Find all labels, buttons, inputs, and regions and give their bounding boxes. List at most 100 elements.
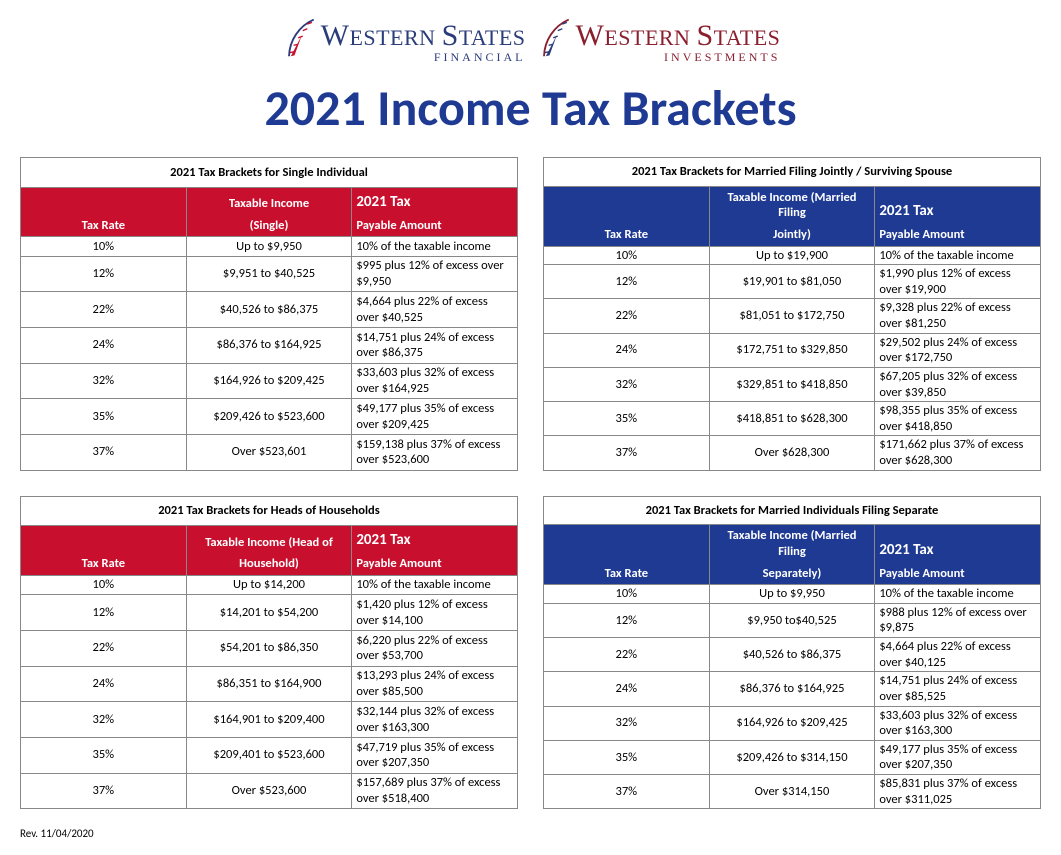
cell-tax: $14,751 plus 24% of excess over $86,375 <box>352 327 518 363</box>
cell-income: Over $523,601 <box>186 434 352 470</box>
table-row: 32% $164,926 to $209,425 $33,603 plus 32… <box>21 363 518 399</box>
cell-income: $14,201 to $54,200 <box>186 595 352 631</box>
table-row: 24% $172,751 to $329,850 $29,502 plus 24… <box>544 333 1041 367</box>
cell-rate: 22% <box>544 299 710 333</box>
cell-tax: 10% of the taxable income <box>352 237 518 256</box>
cell-income: $164,926 to $209,425 <box>186 363 352 399</box>
col-header-income: Taxable Income (Married FilingJointly) <box>709 186 875 246</box>
table-row: 10% Up to $14,200 10% of the taxable inc… <box>21 575 518 594</box>
col-header-rate: Tax Rate <box>21 526 187 575</box>
table-row: 37% Over $523,600 $157,689 plus 37% of e… <box>21 773 518 809</box>
cell-rate: 37% <box>544 775 710 809</box>
table-row: 12% $14,201 to $54,200 $1,420 plus 12% o… <box>21 595 518 631</box>
table-row: 35% $209,401 to $523,600 $47,719 plus 35… <box>21 737 518 773</box>
cell-income: Up to $9,950 <box>186 237 352 256</box>
table-title: 2021 Tax Brackets for Married Individual… <box>544 496 1041 525</box>
cell-tax: $14,751 plus 24% of excess over $85,525 <box>875 672 1041 706</box>
table-row: 10% Up to $9,950 10% of the taxable inco… <box>21 237 518 256</box>
table-row: 32% $164,901 to $209,400 $32,144 plus 32… <box>21 702 518 738</box>
bracket-table: 2021 Tax Brackets for Heads of Household… <box>20 496 518 810</box>
cell-tax: $1,990 plus 12% of excess over $19,900 <box>875 265 1041 299</box>
cell-tax: $1,420 plus 12% of excess over $14,100 <box>352 595 518 631</box>
bracket-table: 2021 Tax Brackets for Married Filing Joi… <box>543 157 1041 471</box>
table-row: 12% $19,901 to $81,050 $1,990 plus 12% o… <box>544 265 1041 299</box>
cell-tax: $171,662 plus 37% of excess over $628,30… <box>875 436 1041 470</box>
col-header-rate: Tax Rate <box>544 186 710 246</box>
cell-rate: 24% <box>544 672 710 706</box>
cell-tax: $49,177 plus 35% of excess over $207,350 <box>875 740 1041 774</box>
cell-income: $329,851 to $418,850 <box>709 367 875 401</box>
cell-tax: $33,603 plus 32% of excess over $164,925 <box>352 363 518 399</box>
cell-tax: $988 plus 12% of excess over $9,875 <box>875 603 1041 637</box>
col-header-income: Taxable Income (Head ofHousehold) <box>186 526 352 575</box>
cell-rate: 22% <box>21 630 187 666</box>
table-row: 35% $418,851 to $628,300 $98,355 plus 35… <box>544 402 1041 436</box>
table-row: 10% Up to $9,950 10% of the taxable inco… <box>544 585 1041 604</box>
table-row: 22% $40,526 to $86,375 $4,664 plus 22% o… <box>21 292 518 328</box>
cell-rate: 35% <box>21 737 187 773</box>
logo-investments-text: WESTERN STATES INVESTMENTS <box>576 22 781 63</box>
cell-income: $81,051 to $172,750 <box>709 299 875 333</box>
col-header-income: Taxable Income (Married FilingSeparately… <box>709 525 875 585</box>
cell-income: $9,950 to$40,525 <box>709 603 875 637</box>
cell-income: $209,426 to $523,600 <box>186 399 352 435</box>
cell-income: Up to $9,950 <box>709 585 875 604</box>
cell-income: $54,201 to $86,350 <box>186 630 352 666</box>
cell-tax: $4,664 plus 22% of excess over $40,525 <box>352 292 518 328</box>
table-row: 35% $209,426 to $523,600 $49,177 plus 35… <box>21 399 518 435</box>
table-row: 22% $81,051 to $172,750 $9,328 plus 22% … <box>544 299 1041 333</box>
cell-rate: 10% <box>21 575 187 594</box>
cell-tax: $49,177 plus 35% of excess over $209,425 <box>352 399 518 435</box>
cell-rate: 24% <box>544 333 710 367</box>
table-row: 24% $86,376 to $164,925 $14,751 plus 24%… <box>544 672 1041 706</box>
tables-grid: 2021 Tax Brackets for Single Individual … <box>20 157 1041 809</box>
table-row: 37% Over $314,150 $85,831 plus 37% of ex… <box>544 775 1041 809</box>
col-header-tax: 2021 TaxPayable Amount <box>352 526 518 575</box>
table-title: 2021 Tax Brackets for Single Individual <box>21 158 518 188</box>
table-row: 24% $86,376 to $164,925 $14,751 plus 24%… <box>21 327 518 363</box>
cell-income: Up to $19,900 <box>709 246 875 265</box>
col-header-income: Taxable Income(Single) <box>186 187 352 236</box>
cell-tax: 10% of the taxable income <box>875 585 1041 604</box>
cell-rate: 32% <box>544 706 710 740</box>
cell-income: $40,526 to $86,375 <box>709 638 875 672</box>
cell-rate: 22% <box>544 638 710 672</box>
table-row: 32% $329,851 to $418,850 $67,205 plus 32… <box>544 367 1041 401</box>
cell-rate: 32% <box>21 702 187 738</box>
cell-rate: 37% <box>21 773 187 809</box>
table-row: 12% $9,950 to$40,525 $988 plus 12% of ex… <box>544 603 1041 637</box>
logo-financial: WESTERN STATES FINANCIAL <box>281 15 526 70</box>
cell-rate: 24% <box>21 666 187 702</box>
bracket-table: 2021 Tax Brackets for Single Individual … <box>20 157 518 471</box>
bracket-table: 2021 Tax Brackets for Married Individual… <box>543 496 1041 810</box>
cell-tax: 10% of the taxable income <box>352 575 518 594</box>
table-row: 12% $9,951 to $40,525 $995 plus 12% of e… <box>21 256 518 292</box>
cell-tax: $13,293 plus 24% of excess over $85,500 <box>352 666 518 702</box>
cell-tax: $159,138 plus 37% of excess over $523,60… <box>352 434 518 470</box>
cell-tax: $29,502 plus 24% of excess over $172,750 <box>875 333 1041 367</box>
table-row: 37% Over $628,300 $171,662 plus 37% of e… <box>544 436 1041 470</box>
table-row: 32% $164,926 to $209,425 $33,603 plus 32… <box>544 706 1041 740</box>
cell-tax: $157,689 plus 37% of excess over $518,40… <box>352 773 518 809</box>
cell-rate: 37% <box>544 436 710 470</box>
cell-tax: $995 plus 12% of excess over $9,950 <box>352 256 518 292</box>
cell-income: $164,926 to $209,425 <box>709 706 875 740</box>
table-row: 22% $40,526 to $86,375 $4,664 plus 22% o… <box>544 638 1041 672</box>
cell-tax: $33,603 plus 32% of excess over $163,300 <box>875 706 1041 740</box>
cell-rate: 12% <box>21 595 187 631</box>
cell-income: $86,376 to $164,925 <box>709 672 875 706</box>
col-header-rate: Tax Rate <box>21 187 187 236</box>
cell-rate: 10% <box>21 237 187 256</box>
cell-income: $172,751 to $329,850 <box>709 333 875 367</box>
cell-rate: 32% <box>21 363 187 399</box>
cell-rate: 35% <box>21 399 187 435</box>
cell-tax: $67,205 plus 32% of excess over $39,850 <box>875 367 1041 401</box>
cell-rate: 35% <box>544 402 710 436</box>
table-title: 2021 Tax Brackets for Married Filing Joi… <box>544 158 1041 187</box>
col-header-rate: Tax Rate <box>544 525 710 585</box>
cell-income: Over $314,150 <box>709 775 875 809</box>
cell-income: $19,901 to $81,050 <box>709 265 875 299</box>
cell-income: $418,851 to $628,300 <box>709 402 875 436</box>
table-row: 35% $209,426 to $314,150 $49,177 plus 35… <box>544 740 1041 774</box>
cell-tax: $98,355 plus 35% of excess over $418,850 <box>875 402 1041 436</box>
